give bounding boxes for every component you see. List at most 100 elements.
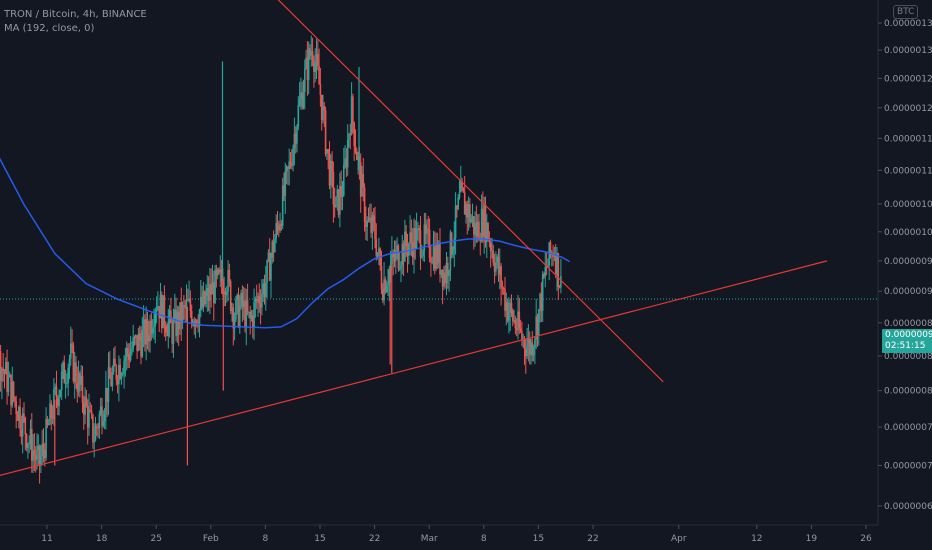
- candle-body: [285, 167, 288, 172]
- candle-body: [439, 243, 441, 275]
- candle-body: [549, 242, 552, 255]
- candle-body: [415, 229, 418, 249]
- candle-body: [502, 288, 505, 290]
- candle-body: [34, 454, 37, 460]
- candle-body: [110, 378, 112, 386]
- candle-body: [116, 379, 119, 385]
- candle-body: [281, 185, 284, 226]
- candle-body: [371, 215, 374, 233]
- y-tick-label: 0.00000069: [884, 502, 932, 512]
- candle-body: [241, 292, 244, 308]
- candle-body: [506, 302, 509, 321]
- candle-body: [443, 272, 445, 287]
- candle-body: [238, 306, 241, 327]
- candle-body: [68, 358, 71, 368]
- candle-body: [49, 403, 51, 425]
- candle-body: [179, 302, 181, 330]
- candle-body: [370, 217, 372, 233]
- x-tick-label: 25: [150, 534, 161, 544]
- candle-body: [186, 299, 189, 301]
- candle-body: [456, 205, 458, 209]
- candle-body: [324, 110, 327, 154]
- current-price-tag: 0.00000092 02:51:15: [882, 329, 932, 353]
- candle-body: [55, 386, 58, 398]
- candle-body: [302, 91, 305, 108]
- candle-body: [164, 325, 167, 333]
- candle-body: [209, 284, 211, 301]
- candle-body: [478, 221, 480, 241]
- candle-body: [76, 382, 79, 392]
- candle-body: [445, 262, 448, 284]
- candle-body: [444, 272, 446, 284]
- candle-body: [498, 266, 501, 275]
- candle-body: [349, 134, 352, 136]
- candle-body: [114, 358, 116, 367]
- candle-body: [331, 160, 333, 173]
- candle-body: [536, 316, 539, 336]
- candle-body: [218, 269, 220, 273]
- candle-body: [28, 442, 30, 444]
- candle-body: [404, 231, 406, 262]
- candle-body: [108, 367, 111, 379]
- candle-body: [279, 223, 281, 231]
- candle-body: [410, 232, 413, 242]
- candle-body: [40, 456, 42, 466]
- candle-body: [458, 192, 461, 198]
- candle-body: [450, 232, 453, 255]
- candle-body: [30, 429, 33, 461]
- candle-body: [345, 158, 348, 168]
- candle-body: [227, 270, 229, 292]
- candle-body: [95, 426, 98, 428]
- candle-body: [19, 406, 21, 430]
- candle-body: [163, 295, 166, 326]
- candle-body: [393, 257, 396, 262]
- candle-body: [446, 262, 449, 276]
- candle-body: [245, 300, 248, 328]
- candle-body: [45, 418, 47, 459]
- candle-body: [206, 287, 209, 296]
- candle-body: [313, 59, 315, 73]
- candle-body: [517, 311, 519, 331]
- candle-body: [508, 313, 510, 321]
- candle-body: [509, 302, 511, 314]
- candle-body: [283, 185, 285, 197]
- candle-body: [540, 293, 543, 311]
- candle-body: [314, 62, 316, 73]
- candle-body: [335, 196, 337, 208]
- currency-badge[interactable]: BTC: [893, 5, 919, 19]
- candle-body: [298, 98, 301, 106]
- candle-body: [255, 298, 258, 302]
- candle-body: [17, 406, 20, 422]
- candle-body: [250, 315, 253, 319]
- candle-body: [189, 298, 192, 311]
- candle-body: [2, 368, 4, 372]
- candle-body: [97, 427, 99, 429]
- candle-body: [67, 367, 69, 383]
- candle-body: [50, 403, 53, 419]
- ascending-trendline: [0, 260, 828, 476]
- candle-body: [368, 217, 371, 221]
- candle-body: [392, 253, 394, 258]
- candle-body: [423, 224, 426, 251]
- candle-body: [167, 321, 170, 336]
- candle-body: [275, 223, 277, 239]
- y-tick-label: 0.00000135: [884, 19, 932, 29]
- x-tick-label: Feb: [203, 534, 219, 544]
- candle-body: [401, 243, 404, 265]
- candle-body: [346, 140, 349, 168]
- y-tick-label: 0.00000077: [884, 423, 932, 433]
- candle-body: [332, 172, 335, 205]
- candle-body: [289, 161, 292, 165]
- candle-body: [264, 282, 267, 298]
- candle-body: [240, 292, 242, 307]
- candle-body: [85, 396, 88, 407]
- candle-body: [466, 203, 469, 218]
- x-tick-label: 22: [369, 534, 380, 544]
- candle-body: [341, 195, 344, 197]
- candle-body: [376, 252, 379, 257]
- candle-body: [461, 181, 463, 189]
- candle-body: [359, 162, 362, 197]
